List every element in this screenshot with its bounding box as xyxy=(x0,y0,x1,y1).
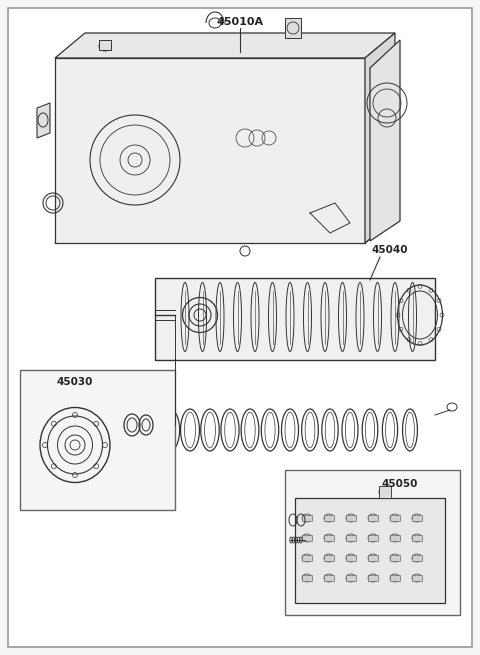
Bar xyxy=(346,535,356,541)
Bar xyxy=(324,575,334,581)
Bar xyxy=(285,470,460,615)
Bar xyxy=(412,535,422,541)
Bar xyxy=(390,555,400,561)
Bar xyxy=(368,535,378,541)
Polygon shape xyxy=(155,278,435,360)
Bar xyxy=(368,555,378,561)
Bar xyxy=(346,515,356,521)
Bar xyxy=(302,515,312,521)
Bar xyxy=(390,515,400,521)
Bar xyxy=(346,575,356,581)
Bar xyxy=(412,515,422,521)
Polygon shape xyxy=(370,40,400,241)
Polygon shape xyxy=(37,103,50,138)
Text: 45010A: 45010A xyxy=(216,17,264,27)
Polygon shape xyxy=(365,33,395,243)
Bar xyxy=(99,40,111,50)
Bar xyxy=(379,486,391,498)
Bar xyxy=(390,535,400,541)
Polygon shape xyxy=(295,498,445,603)
Polygon shape xyxy=(55,33,395,58)
Bar xyxy=(302,555,312,561)
Text: 45030: 45030 xyxy=(57,377,93,387)
Bar xyxy=(368,515,378,521)
Bar xyxy=(368,575,378,581)
Bar xyxy=(324,535,334,541)
Bar xyxy=(412,575,422,581)
Bar xyxy=(412,555,422,561)
Bar xyxy=(324,515,334,521)
Polygon shape xyxy=(55,218,395,243)
Bar xyxy=(285,18,301,38)
Text: 45050: 45050 xyxy=(382,479,418,489)
Polygon shape xyxy=(55,58,365,243)
Bar xyxy=(302,535,312,541)
Bar xyxy=(346,555,356,561)
Bar xyxy=(390,575,400,581)
Bar xyxy=(302,575,312,581)
Text: 45040: 45040 xyxy=(372,245,408,255)
Bar xyxy=(324,555,334,561)
Bar xyxy=(20,370,175,510)
